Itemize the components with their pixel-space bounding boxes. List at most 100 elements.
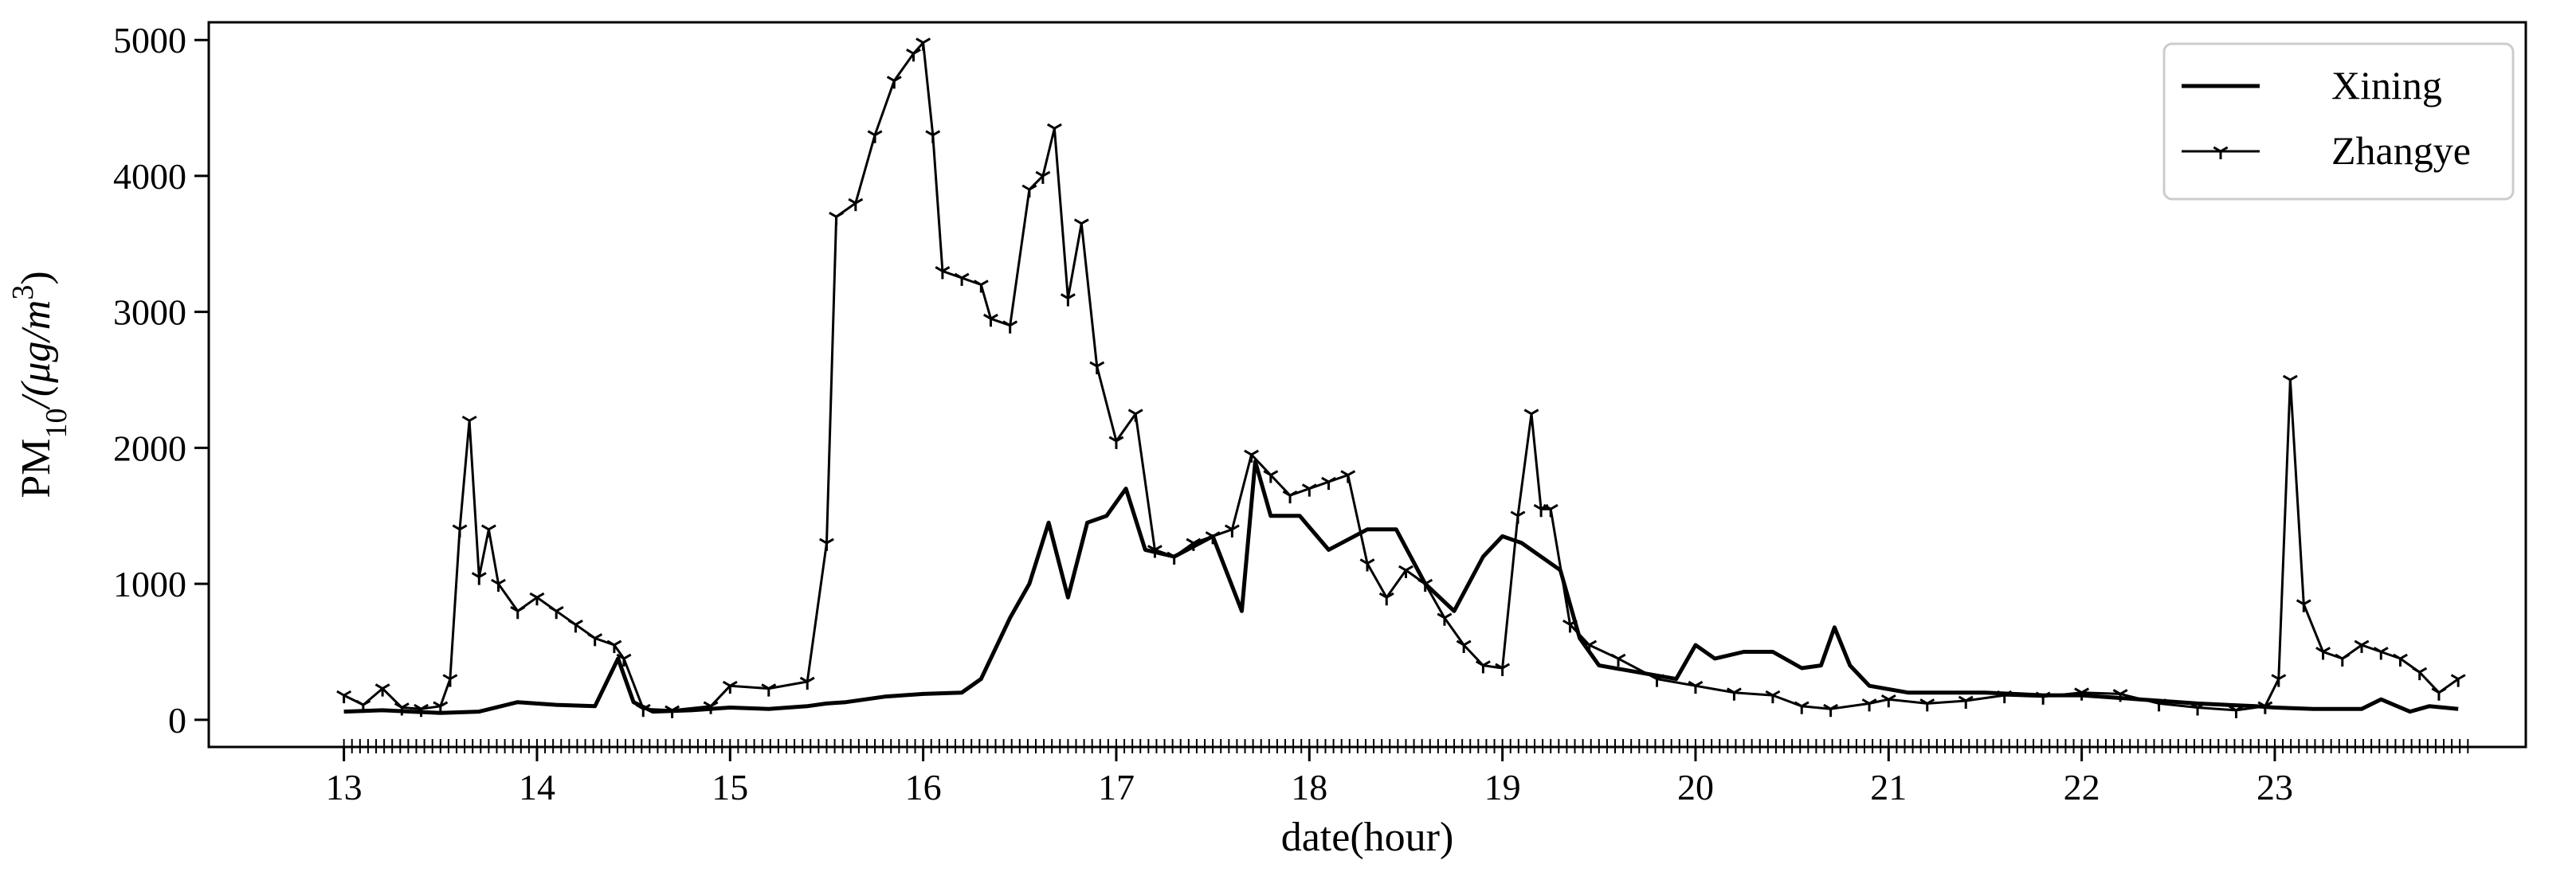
zhangye-marker — [2335, 653, 2351, 667]
zhangye-marker — [867, 130, 883, 143]
zhangye-marker — [1880, 694, 1896, 708]
y-tick-label: 5000 — [113, 20, 186, 61]
series-zhangye — [336, 37, 2466, 718]
y-tick-label: 0 — [168, 700, 186, 741]
zhangye-marker — [2190, 702, 2205, 716]
zhangye-marker — [1378, 592, 1394, 606]
plot-frame — [207, 21, 2527, 749]
zhangye-marker — [442, 674, 458, 687]
zhangye-markers — [336, 37, 2466, 718]
zhangye-marker — [829, 211, 845, 225]
zhangye-marker — [414, 703, 429, 718]
x-tick-label: 23 — [2256, 767, 2293, 807]
legend-box — [2162, 42, 2515, 201]
y-tick-label: 1000 — [113, 564, 186, 604]
zhangye-marker — [973, 280, 989, 293]
zhangye-marker — [336, 690, 352, 704]
zhangye-marker — [1610, 653, 1626, 667]
zhangye-marker — [1958, 695, 1974, 709]
zhangye-marker — [471, 572, 487, 585]
zhangye-marker — [1282, 490, 1298, 504]
x-tick-label: 15 — [712, 767, 748, 807]
zhangye-marker — [2412, 667, 2428, 681]
zhangye-marker — [2257, 701, 2273, 714]
zhangye-marker — [1340, 470, 1356, 483]
zhangye-marker — [452, 524, 468, 538]
zhangye-marker — [665, 705, 680, 718]
zhangye-marker — [1089, 361, 1105, 374]
zhangye-marker — [606, 639, 622, 653]
x-tick-label: 19 — [1484, 767, 1521, 807]
zhangye-marker — [2296, 599, 2311, 612]
zhangye-marker — [1244, 449, 1260, 463]
xining-line — [343, 459, 2459, 715]
zhangye-marker — [954, 272, 970, 286]
zhangye-marker — [1543, 503, 1559, 518]
zhangye-marker — [1649, 674, 1664, 687]
zhangye-marker — [2035, 691, 2051, 705]
legend-zhangye-label: Zhangye — [2331, 128, 2471, 173]
zhangye-marker — [1205, 531, 1221, 545]
zhangye-marker — [1997, 690, 2013, 704]
x-tick-label: 17 — [1098, 767, 1135, 807]
zhangye-marker — [2354, 639, 2370, 653]
zhangye-marker — [722, 680, 738, 694]
zhangye-marker — [1002, 320, 1018, 334]
zhangye-marker — [1398, 565, 1413, 579]
zhangye-marker — [2074, 687, 2090, 701]
legend-marker — [2213, 146, 2229, 159]
zhangye-marker — [2431, 687, 2447, 701]
zhangye-marker — [1861, 698, 1877, 712]
zhangye-marker — [374, 683, 390, 697]
zhangye-marker — [2229, 705, 2244, 718]
zhangye-marker — [1263, 470, 1279, 483]
zhangye-marker — [1073, 218, 1089, 232]
zhangye-marker — [2373, 647, 2389, 660]
zhangye-marker — [983, 313, 998, 327]
zhangye-marker — [2151, 698, 2167, 712]
zhangye-marker — [394, 702, 410, 716]
zhangye-marker — [1794, 701, 1809, 714]
x-tick-label: 21 — [1870, 767, 1907, 807]
zhangye-marker — [1582, 639, 1598, 653]
y-axis: 0 1000 2000 3000 4000 5000 — [113, 20, 209, 741]
zhangye-marker — [1495, 663, 1511, 676]
y-tick-label: 3000 — [113, 292, 186, 333]
legend-xining-label: Xining — [2331, 63, 2442, 108]
y-tick-label: 4000 — [113, 156, 186, 197]
zhangye-marker — [1437, 612, 1453, 626]
zhangye-marker — [1359, 558, 1375, 572]
zhangye-marker — [1035, 170, 1051, 184]
zhangye-marker — [616, 653, 632, 667]
zhangye-marker — [1046, 123, 1062, 137]
zhangye-marker — [916, 37, 931, 51]
zhangye-marker — [1475, 660, 1491, 674]
y-axis-label: PM10/(μg/m3) — [6, 271, 73, 498]
zhangye-marker — [480, 524, 496, 538]
zhangye-marker — [906, 48, 921, 62]
zhangye-marker — [1224, 524, 1240, 538]
zhangye-marker — [587, 633, 603, 647]
zhangye-marker — [886, 76, 902, 89]
x-tick-label: 16 — [905, 767, 942, 807]
zhangye-marker — [1510, 510, 1526, 524]
zhangye-marker — [567, 620, 583, 633]
zhangye-marker — [1301, 483, 1317, 497]
zhangye-marker — [799, 676, 815, 690]
x-tick-label: 20 — [1677, 767, 1714, 807]
zhangye-marker — [1688, 680, 1704, 694]
zhangye-marker — [2393, 653, 2408, 667]
zhangye-marker — [2112, 689, 2128, 702]
zhangye-marker — [848, 197, 864, 212]
zhangye-marker — [703, 701, 719, 714]
zhangye-marker — [510, 605, 526, 620]
x-tick-label: 18 — [1291, 767, 1327, 807]
x-tick-label: 13 — [326, 767, 363, 807]
x-axis-label: date(hour) — [1281, 815, 1454, 860]
zhangye-marker — [1456, 639, 1472, 653]
zhangye-marker — [1060, 293, 1076, 307]
zhangye-marker — [2282, 374, 2298, 389]
legend: Xining Zhangye — [2162, 42, 2515, 201]
